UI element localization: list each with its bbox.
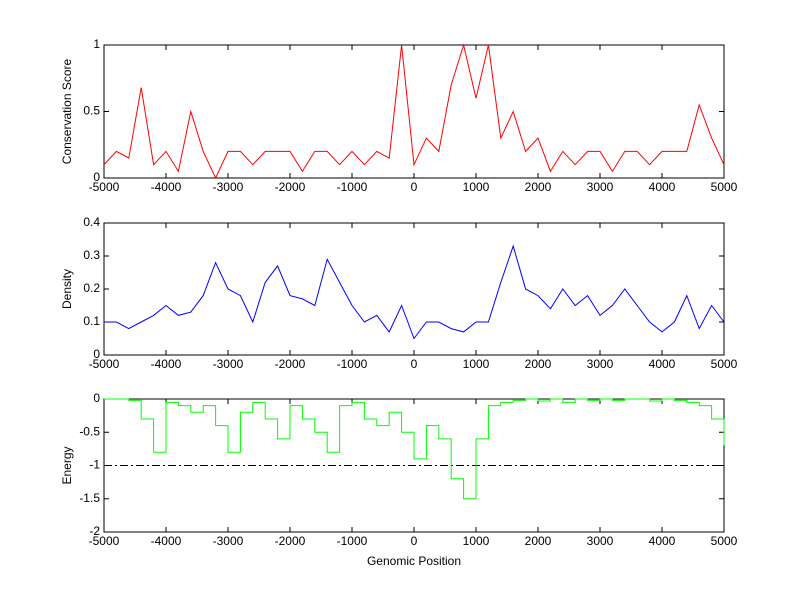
x-tick-label: 3000 — [587, 534, 614, 548]
x-tick-label: -5000 — [89, 180, 120, 194]
x-tick-label: 1000 — [463, 180, 490, 194]
x-tick-label: 2000 — [525, 534, 552, 548]
x-tick-label: 1000 — [463, 534, 490, 548]
y-axis-label: Conservation Score — [60, 58, 74, 164]
x-tick-label: 1000 — [463, 357, 490, 371]
x-tick-label: 4000 — [649, 534, 676, 548]
y-tick-label: 0 — [93, 170, 100, 184]
x-tick-label: -3000 — [213, 180, 244, 194]
y-tick-label: 0.4 — [83, 215, 100, 229]
x-tick-label: 2000 — [525, 180, 552, 194]
y-tick-label: 0.1 — [83, 314, 100, 328]
x-tick-label: -1000 — [337, 180, 368, 194]
plot-area — [103, 222, 725, 356]
x-tick-label: 3000 — [587, 180, 614, 194]
y-tick-label: 0.5 — [83, 104, 100, 118]
x-tick-label: 5000 — [711, 534, 738, 548]
y-tick-label: -2 — [89, 524, 100, 538]
x-tick-label: 3000 — [587, 357, 614, 371]
y-tick-label: 0.2 — [83, 281, 100, 295]
data-line — [103, 43, 725, 180]
x-tick-label: 4000 — [649, 180, 676, 194]
x-tick-label: 5000 — [711, 180, 738, 194]
y-tick-label: 0 — [93, 347, 100, 361]
data-line — [104, 244, 725, 340]
y-tick-label: 0.3 — [83, 248, 100, 262]
y-tick-label: -1 — [89, 458, 100, 472]
x-tick-label: -2000 — [275, 357, 306, 371]
y-tick-label: 1 — [93, 37, 100, 51]
x-tick-label: -1000 — [337, 534, 368, 548]
x-tick-label: 0 — [411, 534, 418, 548]
x-tick-label: 0 — [411, 180, 418, 194]
y-tick-label: 0 — [93, 391, 100, 405]
x-tick-label: -4000 — [151, 357, 182, 371]
x-tick-label: -3000 — [213, 534, 244, 548]
x-tick-label: -5000 — [89, 357, 120, 371]
x-tick-label: -4000 — [151, 180, 182, 194]
x-tick-label: -5000 — [89, 534, 120, 548]
x-tick-label: -2000 — [275, 534, 306, 548]
x-tick-label: 4000 — [649, 357, 676, 371]
x-tick-label: -3000 — [213, 357, 244, 371]
y-axis-label: Density — [60, 269, 74, 309]
x-tick-label: -2000 — [275, 180, 306, 194]
x-tick-label: -4000 — [151, 534, 182, 548]
x-tick-label: 2000 — [525, 357, 552, 371]
x-tick-label: 5000 — [711, 357, 738, 371]
x-tick-label: 0 — [411, 357, 418, 371]
y-axis-label: Energy — [60, 446, 74, 484]
x-tick-label: -1000 — [337, 357, 368, 371]
y-tick-label: -0.5 — [79, 424, 100, 438]
y-tick-label: -1.5 — [79, 491, 100, 505]
step-line — [104, 398, 725, 500]
plot-area — [103, 44, 725, 179]
x-axis-label: Genomic Position — [367, 554, 461, 568]
